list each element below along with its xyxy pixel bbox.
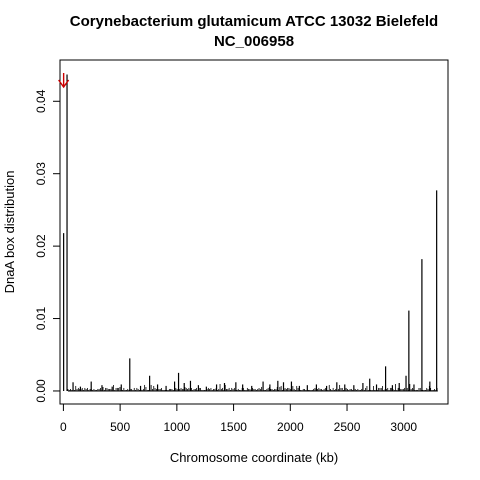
baseline-noise-layer [67, 383, 438, 392]
y-tick-label: 0.04 [34, 89, 48, 113]
x-tick-label: 1000 [164, 420, 191, 434]
chart-title: Corynebacterium glutamicum ATCC 13032 Bi… [70, 13, 438, 30]
annotation-layer [58, 73, 70, 89]
x-tick-label: 2500 [334, 420, 361, 434]
y-axis: 0.00 0.01 0.02 0.03 0.04 [34, 89, 61, 403]
x-tick-label: 500 [110, 420, 130, 434]
y-tick-label: 0.01 [34, 307, 48, 331]
y-tick-label: 0.02 [34, 234, 48, 258]
x-tick-label: 0 [60, 420, 67, 434]
y-axis-label: DnaA box distribution [2, 171, 17, 294]
x-tick-label: 2000 [277, 420, 304, 434]
y-tick-label: 0.03 [34, 162, 48, 186]
x-axis-label: Chromosome coordinate (kb) [170, 450, 338, 465]
x-tick-label: 3000 [390, 420, 417, 434]
y-tick-label: 0.00 [34, 379, 48, 403]
x-tick-label: 1500 [220, 420, 247, 434]
plot-frame [59, 59, 449, 405]
chart-subtitle: NC_006958 [214, 33, 294, 50]
bars-layer [63, 74, 438, 391]
arrow-head [58, 79, 70, 89]
x-axis: 0 500 1000 1500 2000 2500 3000 [60, 403, 417, 434]
